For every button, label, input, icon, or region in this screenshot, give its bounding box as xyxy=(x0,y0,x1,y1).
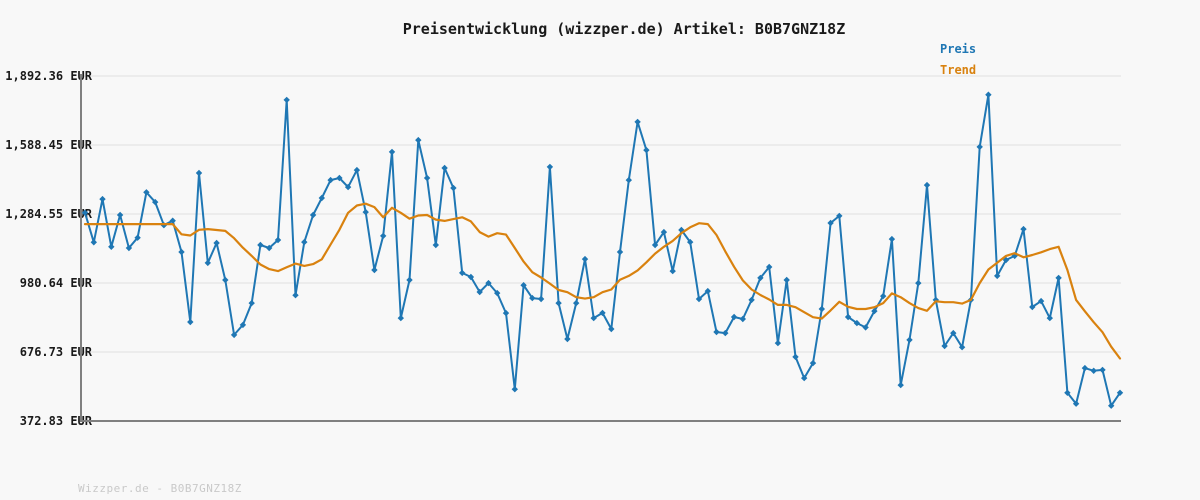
legend-item-trend: Trend xyxy=(940,63,977,77)
y-tick-label: 980.64 EUR xyxy=(20,276,93,290)
chart-legend: Preis Trend xyxy=(940,39,976,81)
y-tick-label: 1,588.45 EUR xyxy=(5,138,92,152)
y-tick-label: 676.73 EUR xyxy=(20,345,93,359)
axis-lines xyxy=(80,74,1121,422)
trend-line xyxy=(83,202,1122,360)
y-tick-label: 1,284.55 EUR xyxy=(5,207,92,221)
price-line xyxy=(84,93,1121,407)
y-tick-label: 372.83 EUR xyxy=(20,414,93,428)
y-tick-label: 1,892.36 EUR xyxy=(5,69,92,83)
watermark: Wizzper.de - B0B7GNZ18Z xyxy=(78,482,242,495)
legend-item-preis: Preis xyxy=(940,42,977,56)
price-markers xyxy=(81,91,1124,409)
page-title: Preisentwicklung (wizzper.de) Artikel: B… xyxy=(402,20,846,38)
